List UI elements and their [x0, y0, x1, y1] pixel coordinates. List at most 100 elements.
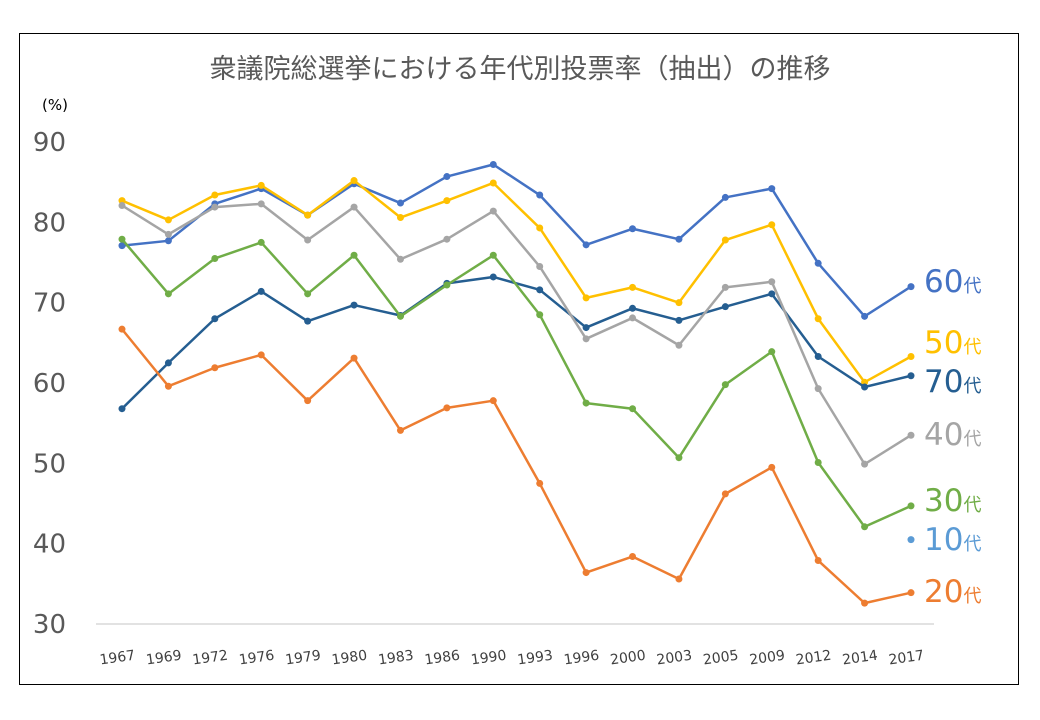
data-point-4-2014: [861, 523, 869, 531]
data-point-3-1969: [164, 230, 172, 238]
x-tick-label-1993: 1993: [516, 648, 554, 669]
data-point-6-2005: [721, 490, 729, 498]
data-point-3-1996: [582, 335, 590, 343]
data-point-3-2012: [814, 385, 822, 393]
data-point-3-1983: [396, 255, 404, 263]
data-point-4-1967: [118, 235, 126, 243]
series-label-number: 40: [924, 417, 963, 453]
series-label-number: 20: [924, 574, 963, 610]
series-4: [118, 235, 915, 531]
data-point-2-1996: [582, 324, 590, 332]
data-point-3-1972: [211, 203, 219, 211]
series-line-1: [121, 179, 912, 384]
series-3: [118, 200, 915, 468]
series-label-suffix: 代: [963, 534, 981, 555]
data-point-2-2017: [907, 372, 915, 380]
data-point-3-1993: [536, 263, 544, 271]
series-label-0: 60代: [924, 264, 981, 300]
data-point-1-1980: [350, 177, 358, 185]
data-point-2-2012: [814, 352, 822, 360]
data-point-2-2003: [675, 316, 683, 324]
data-point-2-2000: [629, 304, 637, 312]
data-point-1-2009: [768, 221, 776, 229]
data-point-6-2012: [814, 557, 822, 565]
data-point-0-2012: [814, 259, 822, 267]
data-point-1-1976: [257, 181, 265, 189]
series-2: [118, 273, 915, 413]
data-point-0-2005: [721, 193, 729, 201]
y-tick-label-50: 50: [33, 449, 66, 479]
data-point-4-2017: [907, 502, 915, 510]
data-point-0-1990: [489, 160, 497, 168]
data-point-0-1983: [396, 199, 404, 207]
series-label-number: 10: [924, 522, 963, 558]
series-label-suffix: 代: [963, 276, 981, 297]
data-point-0-2000: [629, 225, 637, 233]
data-point-3-1979: [304, 236, 312, 244]
series-label-6: 20代: [924, 574, 981, 610]
y-axis-unit: (%): [42, 96, 68, 114]
data-point-2-2005: [721, 303, 729, 311]
data-point-5-2017: [907, 536, 915, 544]
data-point-2-1972: [211, 315, 219, 323]
series-label-suffix: 代: [963, 337, 981, 358]
x-tick-label-1969: 1969: [145, 648, 183, 669]
x-axis-ticks: 1967 1969 1972 1976 1979 1980 1983 1986 1990 1993…: [99, 648, 926, 669]
x-tick-label-1990: 1990: [470, 648, 508, 669]
data-point-1-2017: [907, 352, 915, 360]
series-label-number: 30: [924, 483, 963, 519]
data-point-6-2009: [768, 463, 776, 471]
data-point-6-2014: [861, 599, 869, 607]
data-point-6-1976: [257, 351, 265, 359]
data-point-6-1986: [443, 404, 451, 412]
data-point-4-1990: [489, 251, 497, 259]
data-point-1-1990: [489, 179, 497, 187]
data-point-6-1980: [350, 354, 358, 362]
x-tick-label-1976: 1976: [238, 648, 276, 669]
data-point-3-2014: [861, 460, 869, 468]
data-point-2-1990: [489, 273, 497, 281]
data-point-6-1969: [164, 382, 172, 390]
data-point-1-2000: [629, 283, 637, 291]
data-point-3-1986: [443, 235, 451, 243]
data-point-0-1993: [536, 191, 544, 199]
y-tick-label-70: 70: [33, 289, 66, 319]
x-tick-label-1967: 1967: [99, 648, 137, 669]
x-tick-label-2005: 2005: [702, 648, 740, 669]
data-point-0-2017: [907, 283, 915, 291]
data-point-1-1979: [304, 211, 312, 219]
chart-frame: [19, 33, 1019, 685]
data-point-6-2003: [675, 575, 683, 583]
data-point-3-2005: [721, 283, 729, 291]
data-point-2-1976: [257, 287, 265, 295]
series-label-4: 30代: [924, 483, 981, 519]
x-tick-label-1983: 1983: [377, 648, 415, 669]
data-point-6-2000: [629, 553, 637, 561]
data-point-3-1980: [350, 203, 358, 211]
series-line-0: [121, 163, 912, 318]
y-tick-label-60: 60: [33, 369, 66, 399]
data-point-1-1967: [118, 197, 126, 205]
series-line-6: [121, 328, 912, 605]
data-point-0-2003: [675, 235, 683, 243]
data-point-0-1969: [164, 237, 172, 245]
series-label-3: 40代: [924, 417, 981, 453]
series-5: [907, 536, 915, 544]
data-point-4-1969: [164, 290, 172, 298]
data-point-6-1983: [396, 426, 404, 434]
data-point-0-1967: [118, 242, 126, 250]
series-6: [118, 325, 915, 607]
series-label-number: 50: [924, 325, 963, 361]
y-tick-label-40: 40: [33, 530, 66, 560]
data-point-1-2012: [814, 315, 822, 323]
data-point-1-1996: [582, 294, 590, 302]
chart-title: 衆議院総選挙における年代別投票率（抽出）の推移: [210, 54, 831, 85]
data-point-6-1990: [489, 397, 497, 405]
data-point-0-1996: [582, 241, 590, 249]
series-label-suffix: 代: [963, 586, 981, 607]
x-tick-label-2012: 2012: [795, 648, 833, 669]
series-label-number: 60: [924, 264, 963, 300]
data-point-6-1967: [118, 325, 126, 333]
x-tick-label-1980: 1980: [331, 648, 369, 669]
